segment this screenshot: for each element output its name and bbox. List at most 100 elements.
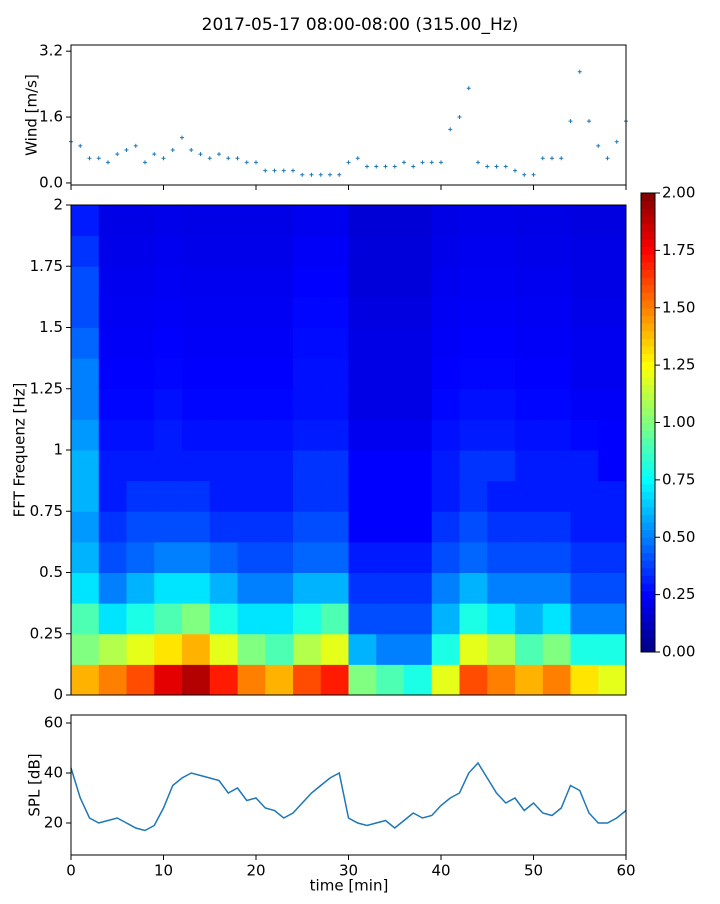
- heat-cell: [404, 633, 433, 665]
- heat-cell: [459, 664, 488, 696]
- wind-point: [115, 152, 120, 157]
- heat-cell: [71, 388, 100, 420]
- colorbar-segment: [641, 544, 655, 554]
- heat-cell: [209, 358, 238, 390]
- colorbar-segment: [641, 644, 655, 653]
- colorbar-segment: [641, 353, 655, 362]
- heat-cell: [348, 327, 377, 359]
- heat-cell: [237, 388, 266, 420]
- wind-point: [143, 160, 147, 165]
- heat-cell: [404, 511, 433, 543]
- heat-cell: [209, 296, 238, 328]
- heat-cell: [237, 603, 266, 635]
- colorbar-segment: [641, 468, 655, 477]
- heat-cell: [348, 388, 377, 420]
- wind-point: [152, 152, 157, 157]
- heat-cell: [404, 296, 433, 328]
- heat-cell: [126, 664, 155, 696]
- heat-cell: [487, 541, 516, 573]
- heat-cell: [293, 327, 322, 359]
- colorbar-tick-label: 0.25: [662, 585, 695, 603]
- heat-cell: [98, 572, 127, 604]
- y-tick-label: 3.2: [39, 42, 63, 60]
- heat-cell: [542, 205, 571, 237]
- heat-cell: [71, 572, 100, 604]
- y-axis-label: FFT Frequenz [Hz]: [11, 383, 29, 518]
- colorbar-segment: [641, 636, 655, 645]
- x-axis-label: time [min]: [310, 877, 389, 895]
- heat-cell: [154, 358, 183, 390]
- heat-cell: [376, 511, 405, 543]
- heat-cell: [182, 235, 211, 267]
- heat-cell: [570, 603, 599, 635]
- heat-cell: [598, 327, 627, 359]
- heat-cell: [570, 572, 599, 604]
- heat-cell: [209, 266, 238, 298]
- heat-cell: [459, 450, 488, 482]
- heat-cell: [154, 480, 183, 512]
- heat-cell: [126, 266, 155, 298]
- colorbar-segment: [641, 521, 655, 531]
- heat-cell: [154, 511, 183, 543]
- y-tick-label: 0.75: [30, 502, 63, 520]
- wind-point: [87, 156, 92, 161]
- colorbar-segment: [641, 598, 655, 607]
- heat-cell: [237, 572, 266, 604]
- heat-cell: [126, 296, 155, 328]
- heat-cell: [320, 664, 349, 696]
- wind-point: [106, 160, 110, 165]
- wind-point: [263, 168, 268, 173]
- x-tick-label: 30: [339, 862, 358, 880]
- heat-cell: [348, 664, 377, 696]
- wind-point: [614, 139, 619, 144]
- heat-cell: [237, 296, 266, 328]
- colorbar-segment: [641, 391, 655, 401]
- heat-cell: [515, 419, 544, 451]
- colorbar-segment: [641, 567, 655, 576]
- heat-cell: [320, 235, 349, 267]
- heat-cell: [209, 388, 238, 420]
- heat-cell: [404, 450, 433, 482]
- wind-point: [503, 164, 508, 169]
- heat-cell: [293, 633, 322, 665]
- heat-cell: [265, 511, 294, 543]
- colorbar-segment: [641, 506, 655, 515]
- x-tick-label: 0: [66, 862, 76, 880]
- wind-point: [494, 164, 499, 169]
- heat-cell: [126, 205, 155, 237]
- heat-cell: [320, 205, 349, 237]
- heat-cell: [570, 511, 599, 543]
- heat-cell: [459, 266, 488, 298]
- heat-cell: [404, 572, 433, 604]
- heat-cell: [598, 511, 627, 543]
- wind-point: [531, 172, 536, 177]
- heat-cell: [431, 327, 460, 359]
- heat-cell: [209, 541, 238, 573]
- heat-cell: [182, 633, 211, 665]
- colorbar-segment: [641, 361, 655, 370]
- heat-cell: [570, 419, 599, 451]
- heat-cell: [376, 572, 405, 604]
- colorbar-segment: [641, 476, 655, 485]
- heat-cell: [182, 205, 211, 237]
- heat-cell: [598, 572, 627, 604]
- heat-cell: [376, 235, 405, 267]
- wind-point: [198, 152, 203, 157]
- colorbar-segment: [641, 193, 655, 202]
- heat-cell: [126, 358, 155, 390]
- wind-point: [429, 160, 434, 165]
- heat-cell: [542, 572, 571, 604]
- heat-cell: [515, 388, 544, 420]
- heat-cell: [209, 480, 238, 512]
- heat-cell: [348, 358, 377, 390]
- colorbar-segment: [641, 231, 655, 240]
- heat-cell: [98, 603, 127, 635]
- heat-cell: [598, 480, 627, 512]
- heat-cell: [570, 450, 599, 482]
- colorbar-segment: [641, 483, 655, 492]
- heat-cell: [126, 235, 155, 267]
- heat-cell: [126, 388, 155, 420]
- heat-cell: [570, 541, 599, 573]
- heat-cell: [237, 480, 266, 512]
- colorbar-segment: [641, 613, 655, 622]
